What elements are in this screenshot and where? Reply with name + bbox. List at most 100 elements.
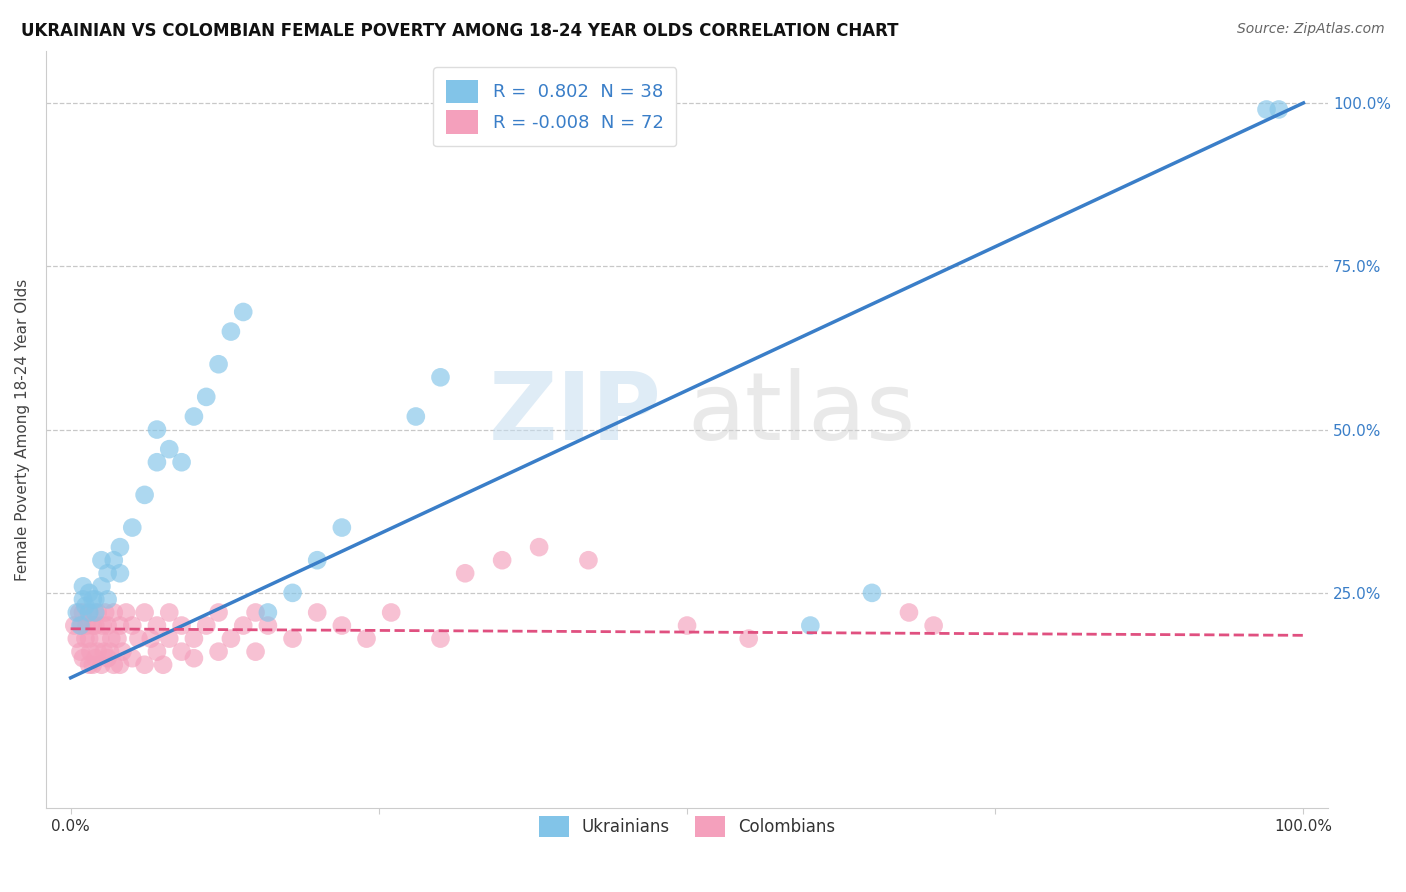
Point xyxy=(108,540,131,554)
Point xyxy=(281,586,304,600)
Point xyxy=(108,566,131,581)
Point xyxy=(90,579,112,593)
Point xyxy=(219,632,242,646)
Point xyxy=(97,566,120,581)
Point xyxy=(70,618,93,632)
Point xyxy=(72,592,94,607)
Point xyxy=(183,632,205,646)
Point xyxy=(108,657,131,672)
Point xyxy=(111,645,134,659)
Point xyxy=(491,553,513,567)
Point xyxy=(98,645,121,659)
Point xyxy=(157,632,180,646)
Point xyxy=(76,618,98,632)
Point xyxy=(93,645,115,659)
Point xyxy=(91,618,114,632)
Point xyxy=(527,540,550,554)
Y-axis label: Female Poverty Among 18-24 Year Olds: Female Poverty Among 18-24 Year Olds xyxy=(15,278,30,581)
Point xyxy=(121,651,143,665)
Point xyxy=(922,618,945,632)
Point xyxy=(195,618,218,632)
Point xyxy=(307,553,329,567)
Point xyxy=(405,409,427,424)
Point xyxy=(157,606,180,620)
Point xyxy=(1256,103,1278,117)
Point xyxy=(66,632,89,646)
Point xyxy=(77,586,100,600)
Point xyxy=(281,632,304,646)
Point xyxy=(195,390,218,404)
Point xyxy=(90,553,112,567)
Point xyxy=(89,632,111,646)
Point xyxy=(134,657,156,672)
Point xyxy=(84,618,107,632)
Point xyxy=(75,632,97,646)
Point xyxy=(84,592,107,607)
Point xyxy=(183,651,205,665)
Point xyxy=(72,579,94,593)
Point xyxy=(330,520,353,534)
Point xyxy=(134,606,156,620)
Point xyxy=(170,455,193,469)
Point xyxy=(103,553,125,567)
Point xyxy=(207,606,229,620)
Point xyxy=(170,618,193,632)
Point xyxy=(146,618,169,632)
Text: UKRAINIAN VS COLOMBIAN FEMALE POVERTY AMONG 18-24 YEAR OLDS CORRELATION CHART: UKRAINIAN VS COLOMBIAN FEMALE POVERTY AM… xyxy=(21,22,898,40)
Point xyxy=(207,645,229,659)
Point xyxy=(82,618,104,632)
Point xyxy=(103,606,125,620)
Point xyxy=(84,606,107,620)
Point xyxy=(232,618,254,632)
Point xyxy=(72,606,94,620)
Point xyxy=(1268,103,1291,117)
Point xyxy=(77,657,100,672)
Point xyxy=(380,606,402,620)
Point xyxy=(108,618,131,632)
Point xyxy=(127,632,149,646)
Point xyxy=(77,606,100,620)
Point xyxy=(134,488,156,502)
Point xyxy=(429,632,451,646)
Point xyxy=(82,592,104,607)
Point xyxy=(257,618,280,632)
Point xyxy=(146,455,169,469)
Point xyxy=(115,606,138,620)
Point xyxy=(84,651,107,665)
Text: atlas: atlas xyxy=(688,368,915,460)
Point xyxy=(66,606,89,620)
Point xyxy=(107,632,129,646)
Point xyxy=(77,606,100,620)
Point xyxy=(139,632,162,646)
Legend: Ukrainians, Colombians: Ukrainians, Colombians xyxy=(530,807,844,846)
Point xyxy=(152,657,174,672)
Point xyxy=(87,606,110,620)
Point xyxy=(63,618,86,632)
Point xyxy=(90,657,112,672)
Point xyxy=(578,553,600,567)
Point xyxy=(77,632,100,646)
Point xyxy=(100,632,122,646)
Point xyxy=(429,370,451,384)
Point xyxy=(183,409,205,424)
Point xyxy=(82,657,104,672)
Point xyxy=(257,606,280,620)
Point xyxy=(146,645,169,659)
Point xyxy=(157,442,180,457)
Point xyxy=(121,520,143,534)
Point xyxy=(738,632,761,646)
Point xyxy=(356,632,378,646)
Point xyxy=(87,645,110,659)
Point xyxy=(232,305,254,319)
Point xyxy=(103,657,125,672)
Point xyxy=(207,357,229,371)
Point xyxy=(146,423,169,437)
Point xyxy=(97,651,120,665)
Point xyxy=(307,606,329,620)
Point xyxy=(170,645,193,659)
Point xyxy=(860,586,883,600)
Point xyxy=(799,618,821,632)
Point xyxy=(97,618,120,632)
Point xyxy=(454,566,477,581)
Point xyxy=(245,606,267,620)
